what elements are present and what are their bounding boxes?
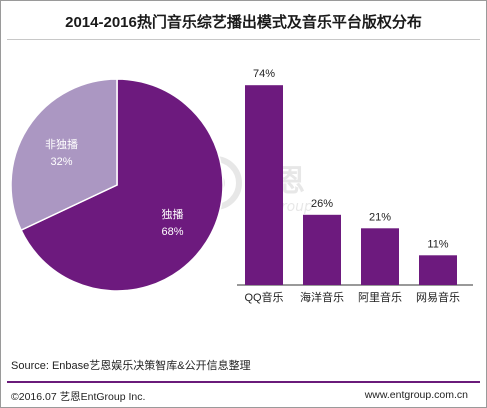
pie-slice-value: 68%: [161, 226, 183, 238]
pie-slice-0: [20, 78, 224, 292]
footer-divider: [7, 381, 480, 383]
bar-3: [419, 255, 457, 285]
chart-title: 2014-2016热门音乐综艺播出模式及音乐平台版权分布: [65, 14, 422, 31]
pie-slice-value: 32%: [50, 156, 72, 168]
bar-category-label: 网易音乐: [416, 290, 460, 304]
footer-copyright: ©2016.07 艺恩EntGroup Inc.: [11, 391, 146, 403]
pie-chart: 独播 68% 非独播 32%: [10, 78, 224, 292]
bar-0: [245, 85, 283, 285]
source-note: Source: Enbase艺恩娱乐决策智库&公开信息整理: [11, 360, 251, 372]
bar-value-label: 11%: [427, 238, 448, 250]
bar-chart: 74% QQ音乐 26% 海洋音乐 21% 阿里音乐 11% 网易音乐: [237, 68, 473, 304]
title-divider: [7, 39, 480, 40]
footer-website[interactable]: www.entgroup.com.cn: [364, 389, 468, 401]
bar-value-label: 21%: [369, 211, 391, 223]
pie-slice-1: [10, 78, 118, 232]
bar-category-label: QQ音乐: [244, 290, 283, 304]
pie-slice-label: 独播: [162, 207, 184, 221]
bar-value-label: 26%: [311, 198, 333, 210]
bar-category-label: 阿里音乐: [358, 290, 402, 304]
bar-2: [361, 228, 399, 285]
bar-category-label: 海洋音乐: [300, 290, 344, 304]
bar-value-label: 74%: [253, 68, 275, 80]
pie-slice-label: 非独播: [45, 137, 78, 151]
bar-1: [303, 214, 341, 285]
